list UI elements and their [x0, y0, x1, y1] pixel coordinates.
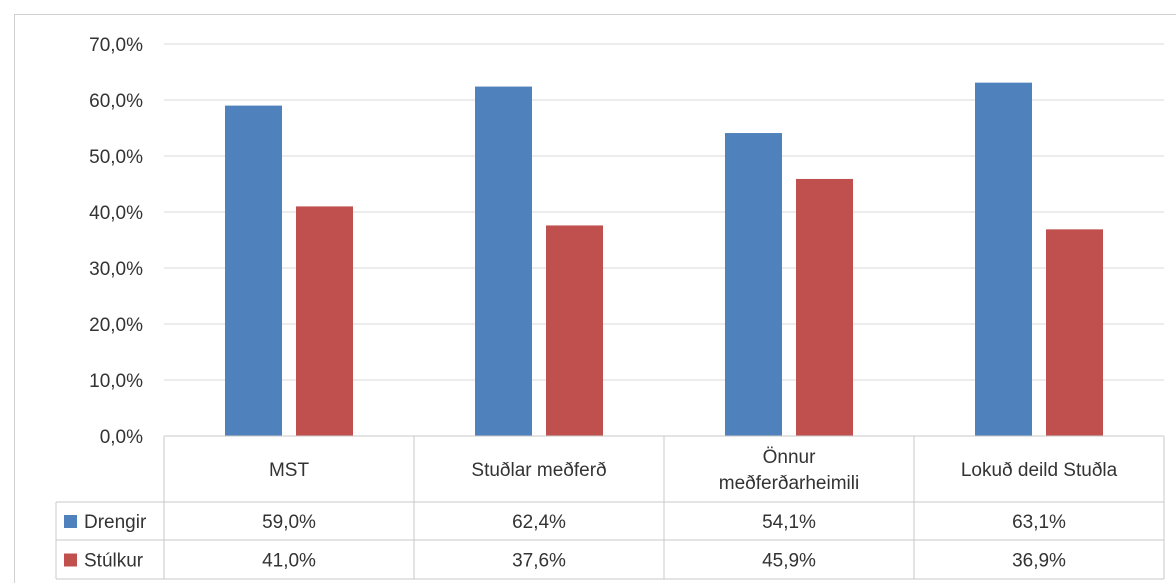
category-label: MST — [269, 460, 310, 481]
legend-key-stúlkur — [64, 553, 77, 567]
y-tick-label: 40,0% — [89, 203, 143, 224]
data-table-value: 62,4% — [512, 512, 566, 533]
bar-stúlkur — [796, 178, 853, 436]
data-table-value: 59,0% — [262, 512, 316, 533]
legend-label: Stúlkur — [84, 551, 144, 572]
data-table-value: 63,1% — [1012, 512, 1066, 533]
bar-stúlkur — [1046, 229, 1103, 436]
data-table-value: 54,1% — [762, 512, 816, 533]
bar-stúlkur — [546, 225, 603, 436]
bar-drengir — [975, 82, 1032, 436]
y-tick-label: 60,0% — [89, 91, 143, 112]
legend-label: Drengir — [84, 512, 147, 533]
y-tick-label: 0,0% — [100, 427, 143, 448]
data-table-value: 37,6% — [512, 551, 566, 572]
y-tick-label: 10,0% — [89, 371, 143, 392]
category-label: Önnur — [763, 447, 816, 468]
y-tick-label: 20,0% — [89, 315, 143, 336]
data-table-value: 36,9% — [1012, 551, 1066, 572]
bar-drengir — [725, 133, 782, 437]
bar-drengir — [225, 105, 282, 436]
bar-drengir — [475, 86, 532, 436]
data-table-value: 45,9% — [762, 551, 816, 572]
category-label: Lokuð deild Stuðla — [961, 460, 1118, 481]
y-tick-label: 70,0% — [89, 35, 143, 56]
y-tick-label: 50,0% — [89, 147, 143, 168]
data-table-value: 41,0% — [262, 551, 316, 572]
category-label: meðferðarheimili — [719, 473, 859, 494]
legend-key-drengir — [64, 515, 77, 528]
chart-frame — [14, 14, 1176, 583]
bar-stúlkur — [296, 206, 353, 436]
category-label: Stuðlar meðferð — [471, 460, 606, 481]
y-tick-label: 30,0% — [89, 259, 143, 280]
